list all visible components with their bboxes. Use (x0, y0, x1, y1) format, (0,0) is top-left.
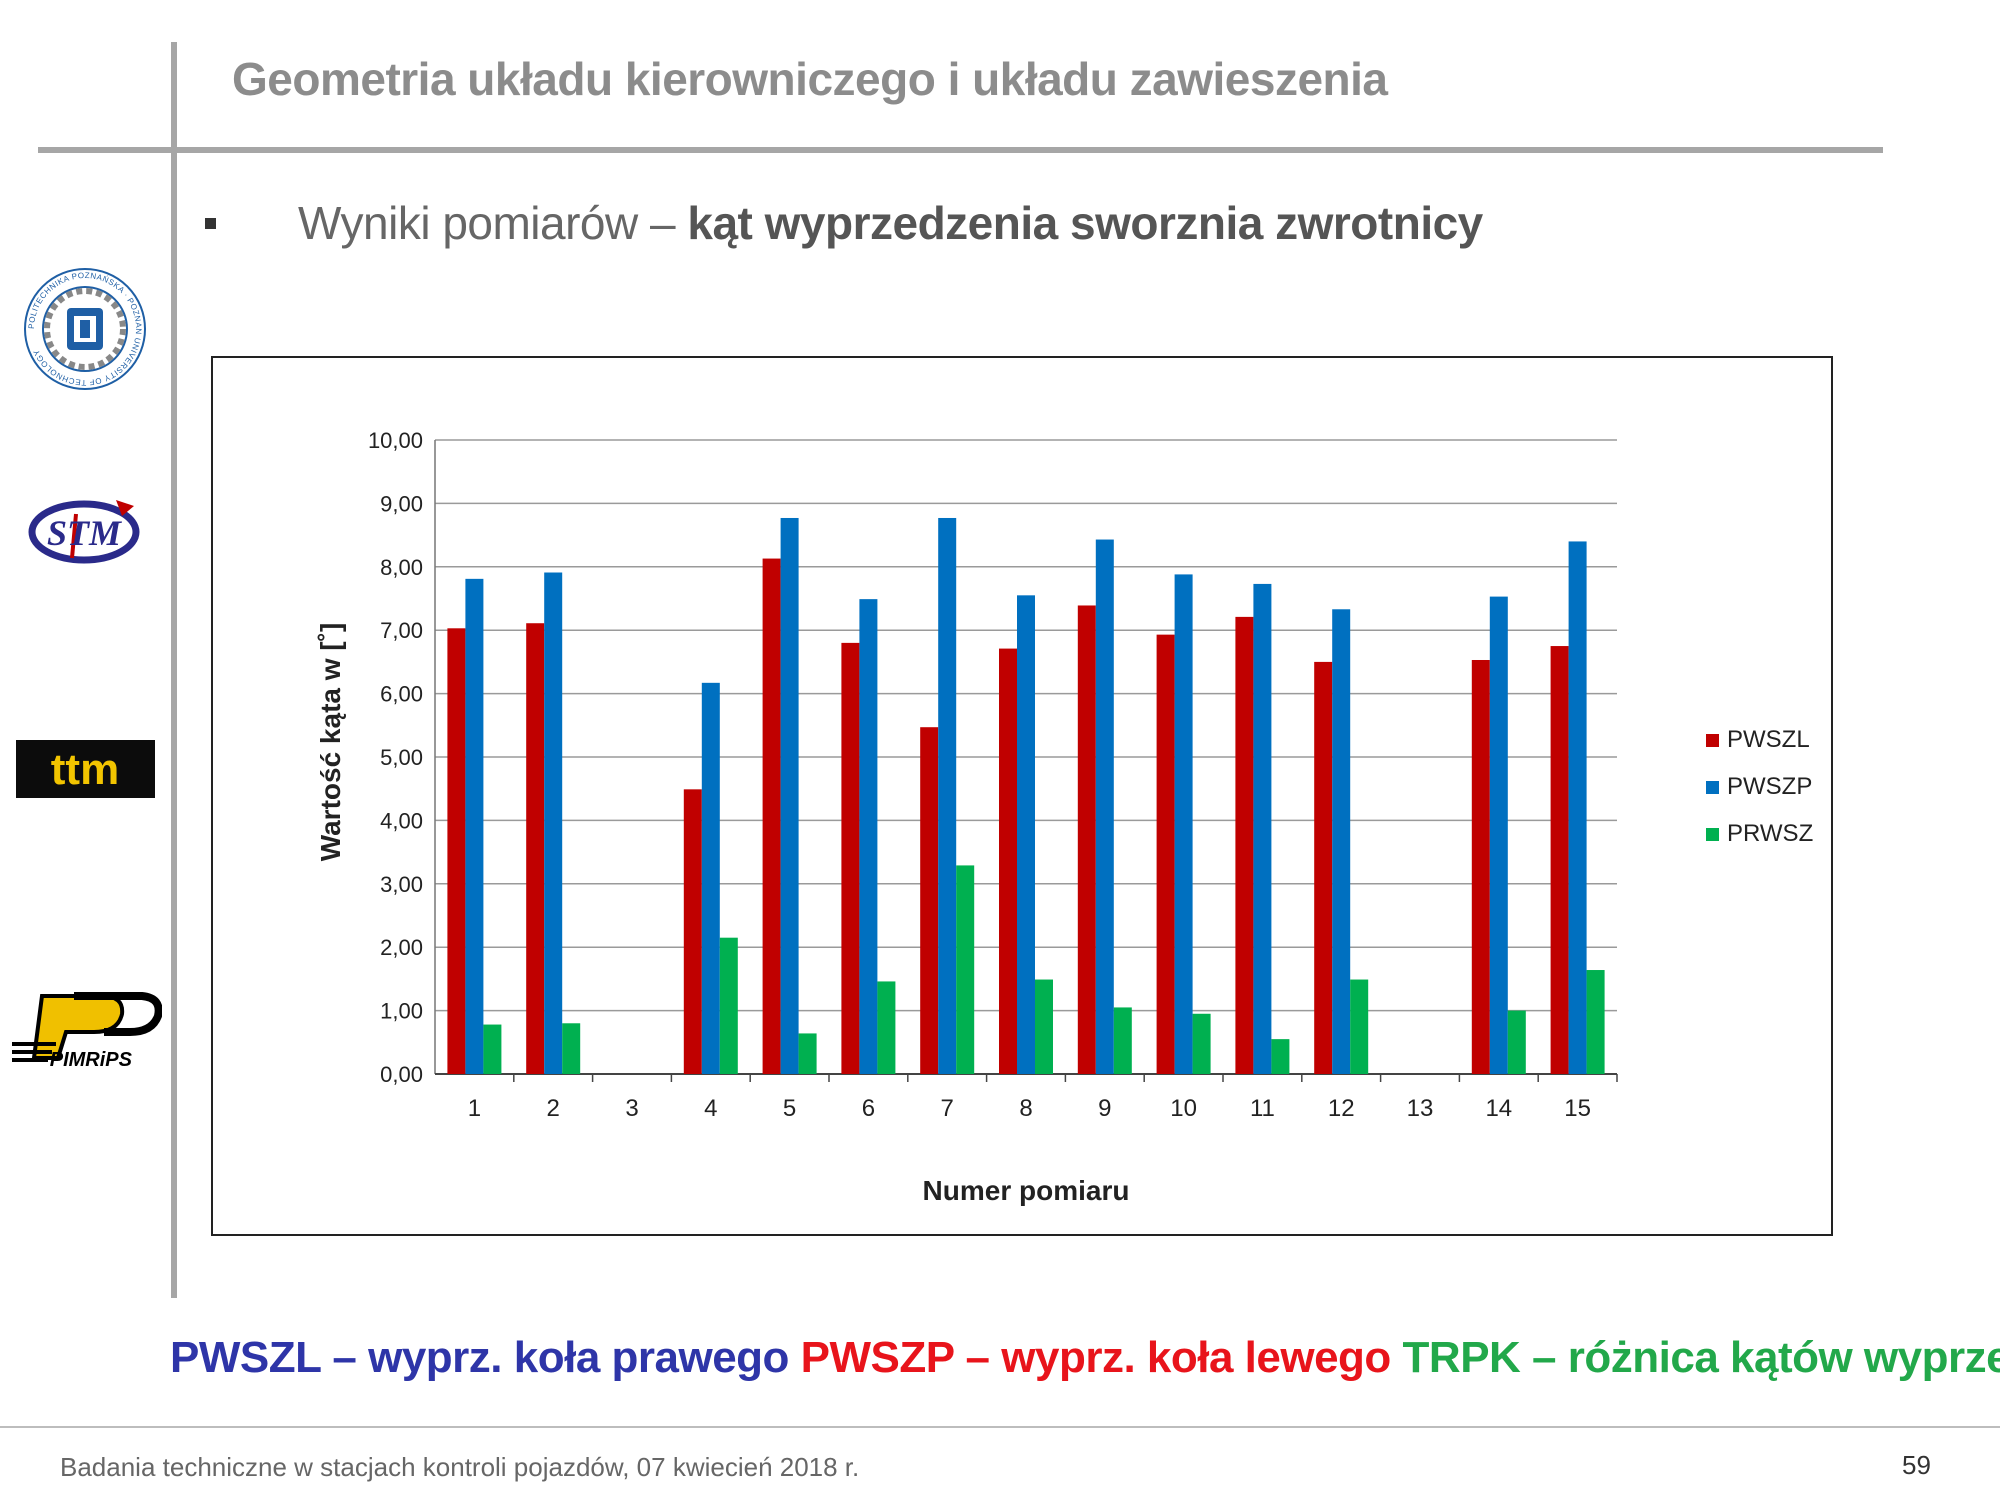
ttm-logo-text: ttm (51, 745, 119, 794)
bar-prwsz-8 (1035, 979, 1053, 1074)
y-tick-label: 6,00 (380, 682, 423, 707)
legend-label-prwsz: PRWSZ (1727, 820, 1813, 847)
bar-prwsz-9 (1113, 1007, 1132, 1074)
x-tick-label: 5 (783, 1095, 796, 1122)
x-tick-label: 3 (625, 1095, 638, 1122)
bar-prwsz-7 (956, 865, 975, 1074)
pimrips-logo-text: PIMRiPS (50, 1049, 133, 1070)
x-tick-label: 10 (1170, 1095, 1197, 1122)
bar-pwszl-15 (1550, 646, 1569, 1074)
bar-pwszl-5 (762, 558, 781, 1074)
slide-title: Geometria układu kierowniczego i układu … (232, 53, 1388, 105)
bar-prwsz-5 (798, 1033, 817, 1074)
bar-pwszp-2 (544, 572, 563, 1074)
bar-prwsz-10 (1192, 1013, 1211, 1074)
page-number: 59 (1902, 1450, 1931, 1480)
note-pwszp: PWSZP – wyprz. koła lewego (800, 1333, 1392, 1382)
pimrips-logo: PIMRiPS (12, 986, 163, 1071)
bar-pwszp-6 (859, 599, 878, 1074)
footer-text: Badania techniczne w stacjach kontroli p… (60, 1452, 860, 1482)
bar-pwszl-1 (447, 628, 466, 1074)
y-tick-label: 5,00 (380, 745, 423, 770)
bar-pwszl-9 (1077, 605, 1096, 1074)
x-tick-label: 8 (1019, 1095, 1032, 1122)
bar-prwsz-6 (877, 981, 896, 1074)
legend-swatch-prwsz (1706, 828, 1719, 841)
stm-logo: STM (26, 492, 142, 572)
slide-subtitle: Wyniki pomiarów – kąt wyprzedzenia sworz… (298, 196, 1483, 250)
bar-prwsz-2 (562, 1023, 581, 1074)
bar-pwszl-11 (1235, 616, 1254, 1074)
bar-pwszl-10 (1156, 634, 1175, 1074)
note-pwszl: PWSZL – wyprz. koła prawego (170, 1333, 789, 1382)
y-tick-label: 3,00 (380, 872, 423, 897)
header-divider (38, 147, 1883, 153)
y-tick-label: 0,00 (380, 1062, 423, 1087)
bar-pwszp-15 (1568, 541, 1587, 1074)
note-trpk: TRPK – różnica kątów wyprzedz. (1402, 1333, 2000, 1382)
bar-prwsz-11 (1271, 1039, 1290, 1074)
bar-pwszl-4 (683, 789, 702, 1074)
bar-pwszp-1 (465, 578, 484, 1074)
x-tick-label: 7 (941, 1095, 954, 1122)
footer-divider (0, 1426, 2000, 1428)
x-tick-label: 4 (704, 1095, 717, 1122)
x-tick-label: 12 (1328, 1095, 1355, 1122)
bar-pwszl-2 (526, 623, 545, 1074)
bar-pwszl-6 (841, 642, 860, 1074)
bar-pwszp-12 (1332, 609, 1351, 1074)
subtitle-bold: kąt wyprzedzenia sworznia zwrotnicy (687, 197, 1483, 249)
x-tick-label: 11 (1250, 1095, 1275, 1122)
bar-pwszl-14 (1471, 659, 1490, 1074)
x-tick-label: 14 (1485, 1095, 1512, 1122)
legend-label-pwszp: PWSZP (1727, 773, 1812, 800)
bar-pwszp-4 (701, 682, 720, 1074)
bar-prwsz-15 (1586, 970, 1605, 1074)
bar-pwszl-8 (999, 648, 1017, 1074)
y-tick-label: 4,00 (380, 808, 423, 833)
abbreviation-note: PWSZL – wyprz. koła prawego PWSZP – wypr… (170, 1333, 2000, 1383)
y-axis-title: Wartość kąta w [˚] (315, 623, 346, 862)
bullet-icon (205, 218, 216, 229)
bar-pwszp-11 (1253, 583, 1272, 1074)
subtitle-prefix: Wyniki pomiarów – (298, 197, 688, 249)
legend-swatch-pwszp (1706, 781, 1719, 794)
bar-pwszp-7 (938, 517, 957, 1074)
y-tick-label: 7,00 (380, 618, 423, 643)
x-tick-label: 13 (1407, 1095, 1434, 1122)
x-tick-label: 6 (862, 1095, 875, 1122)
bar-prwsz-4 (719, 937, 738, 1074)
bar-pwszl-12 (1314, 661, 1333, 1074)
legend-label-pwszl: PWSZL (1727, 726, 1810, 753)
y-tick-label: 10,00 (368, 428, 423, 453)
y-tick-label: 2,00 (380, 935, 423, 960)
bar-pwszp-10 (1174, 574, 1193, 1074)
bar-pwszp-8 (1017, 595, 1035, 1074)
x-axis-title: Numer pomiaru (923, 1175, 1130, 1206)
bar-pwszp-14 (1489, 596, 1508, 1074)
legend-swatch-pwszl (1706, 734, 1719, 747)
bar-pwszp-9 (1095, 539, 1114, 1074)
y-tick-label: 8,00 (380, 555, 423, 580)
bar-pwszl-7 (920, 727, 939, 1074)
x-tick-label: 15 (1564, 1095, 1591, 1122)
bar-prwsz-1 (483, 1024, 502, 1074)
y-tick-label: 1,00 (380, 999, 423, 1024)
x-tick-label: 9 (1098, 1095, 1111, 1122)
bar-pwszp-5 (780, 517, 799, 1074)
y-tick-label: 9,00 (380, 491, 423, 516)
bar-chart: 0,00 1,00 2,00 3,00 4,00 5,00 6,00 7,00 8,00 9,00… (315, 428, 1813, 1206)
bar-prwsz-12 (1350, 979, 1369, 1074)
vertical-divider (171, 42, 177, 1298)
chart-container: 0,00 1,00 2,00 3,00 4,00 5,00 6,00 7,00 8,00 9,00… (211, 356, 1833, 1236)
x-tick-label: 2 (547, 1095, 560, 1122)
x-tick-label: 1 (468, 1095, 481, 1122)
university-logo: POLITECHNIKA POZNAŃSKA · POZNAN UNIVERSI… (22, 266, 148, 392)
ttm-logo: ttm (16, 740, 155, 798)
bar-prwsz-14 (1507, 1010, 1526, 1074)
stm-logo-text: STM (47, 513, 123, 553)
